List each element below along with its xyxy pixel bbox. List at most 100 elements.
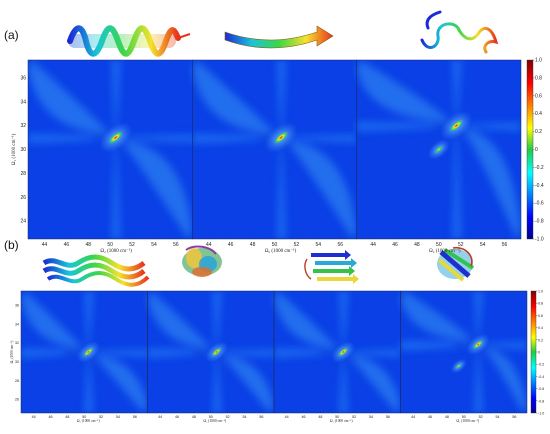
x-tick-label: 46 (302, 415, 306, 419)
y-tick-label: 34 (15, 322, 19, 326)
x-tick-label: 44 (411, 415, 415, 419)
x-tick-label: 56 (512, 415, 516, 419)
x-tick-label: 52 (458, 242, 464, 248)
y-tick-label: 36 (20, 76, 26, 82)
heatmap-subplot-2 (192, 60, 357, 239)
x-axis-label: Ω₂ (1000 cm⁻¹) (429, 248, 461, 254)
panel-b-label: (b) (4, 238, 19, 252)
colorbar-gradient (526, 59, 534, 240)
x-tick-label: 56 (337, 242, 343, 248)
x-tick-label: 54 (242, 415, 246, 419)
colorbar-tick-label: 0.2 (538, 338, 543, 342)
y-axis-label: Ω₁ (1000 cm⁻¹) (10, 340, 14, 363)
colorbar-tick-label: -0.8 (538, 399, 544, 403)
x-tick-label: 54 (151, 242, 157, 248)
colorbar-tick-label: 0 (538, 351, 540, 355)
colorbar-tick-label: -0.4 (535, 183, 544, 189)
panel-a-label: (a) (4, 28, 19, 42)
diagonal-peak (108, 131, 123, 144)
spectral-wings (21, 291, 148, 413)
coiled-coil-protein-icon (42, 254, 150, 287)
x-tick-label: 54 (316, 242, 322, 248)
colorbar-tick-label: -0.2 (535, 165, 544, 171)
heatmap-subplot-4 (400, 291, 527, 413)
colorbar-tick-label: 0.8 (538, 302, 543, 306)
y-tick-label: 28 (15, 379, 19, 383)
y-tick-label: 26 (20, 195, 26, 201)
colorbar-tick-label: 1.0 (535, 58, 542, 64)
x-tick-label: 54 (369, 415, 373, 419)
diagonal-peak (273, 131, 289, 144)
x-tick-label: 46 (392, 242, 398, 248)
x-axis-label: Ω₂ (1000 cm⁻¹) (456, 419, 479, 423)
beta-strand-arrow-icon (224, 25, 334, 49)
heatmap-subplot-3 (356, 60, 521, 239)
x-axis-label: Ω₂ (1000 cm⁻¹) (330, 419, 353, 423)
y-tick-label: 24 (20, 219, 26, 225)
y-tick-label: 26 (15, 398, 19, 402)
diagonal-peak (211, 347, 222, 357)
colorbar-b: 1.0 0.8 0.6 0.4 0.2 0 -0.2 -0.4 -0.6 -0.8 -1.0 (530, 290, 544, 416)
x-tick-label: 48 (250, 242, 256, 248)
globular-helix-protein-icon (182, 245, 222, 277)
heatmap-subplot-1 (28, 60, 193, 239)
x-tick-label: 44 (32, 415, 36, 419)
colorbar-tick-label: 0.6 (535, 93, 542, 99)
x-tick-label: 54 (480, 242, 486, 248)
colorbar-tick-label: 0.4 (535, 111, 542, 117)
y-tick-label: 30 (15, 360, 19, 364)
colorbar-tick-label: 0.4 (538, 326, 543, 330)
x-tick-label: 48 (192, 415, 196, 419)
x-tick-label: 50 (107, 242, 113, 248)
colorbar-tick-label: 0 (535, 147, 538, 153)
x-tick-label: 48 (445, 415, 449, 419)
colorbar-tick-label: -1.0 (538, 412, 544, 416)
x-tick-label: 46 (228, 242, 234, 248)
y-tick-label: 28 (20, 171, 26, 177)
y-tick-label: 32 (20, 123, 26, 129)
spectral-wings (192, 60, 357, 239)
colorbar-tick-label: 1.0 (538, 290, 543, 294)
spectral-wings (28, 60, 193, 239)
x-tick-label: 44 (370, 242, 376, 248)
x-tick-label: 52 (479, 415, 483, 419)
x-tick-label: 56 (502, 242, 508, 248)
x-tick-label: 46 (175, 415, 179, 419)
heatmap-subplot-2 (147, 291, 274, 413)
x-tick-label: 50 (82, 415, 86, 419)
diagonal-peak (449, 119, 464, 132)
heatmap-subplot-3 (274, 291, 401, 413)
beta-barrel-protein-icon (437, 246, 475, 282)
x-tick-label: 50 (436, 242, 442, 248)
x-tick-label: 50 (335, 415, 339, 419)
x-tick-label: 56 (133, 415, 137, 419)
colorbar-tick-label: 0.2 (535, 129, 542, 135)
y-tick-label: 30 (20, 147, 26, 153)
random-coil-icon (420, 10, 499, 54)
x-axis-label: Ω₂ (1000 cm⁻¹) (77, 419, 100, 423)
x-tick-label: 44 (158, 415, 162, 419)
heatmap-panel-b: 44 46 48 50 52 54 56 Ω₂ (1000 cm⁻¹) 44 46 48 50 52 54… (10, 290, 528, 423)
colorbar-tick-label: -0.4 (538, 375, 544, 379)
x-tick-label: 50 (462, 415, 466, 419)
x-tick-label: 44 (42, 242, 48, 248)
spectral-wings (147, 291, 274, 413)
x-tick-label: 48 (318, 415, 322, 419)
diagonal-peak (455, 363, 463, 370)
x-tick-label: 56 (173, 242, 179, 248)
beta-sheet-protein-icon (304, 250, 359, 284)
x-tick-label: 44 (285, 415, 289, 419)
x-tick-label: 46 (428, 415, 432, 419)
x-tick-label: 44 (206, 242, 212, 248)
heatmap-subplot-1 (21, 291, 148, 413)
y-tick-label: 34 (20, 99, 26, 105)
diagonal-peak (83, 347, 94, 357)
x-axis-label: Ω₂ (1000 cm⁻¹) (203, 419, 226, 423)
y-tick-label: 32 (15, 341, 19, 345)
x-tick-label: 52 (352, 415, 356, 419)
spectral-wings (356, 60, 521, 239)
x-tick-label: 46 (64, 242, 70, 248)
x-tick-label: 48 (65, 415, 69, 419)
x-tick-label: 50 (272, 242, 278, 248)
colorbar-tick-label: 0.8 (535, 75, 542, 81)
